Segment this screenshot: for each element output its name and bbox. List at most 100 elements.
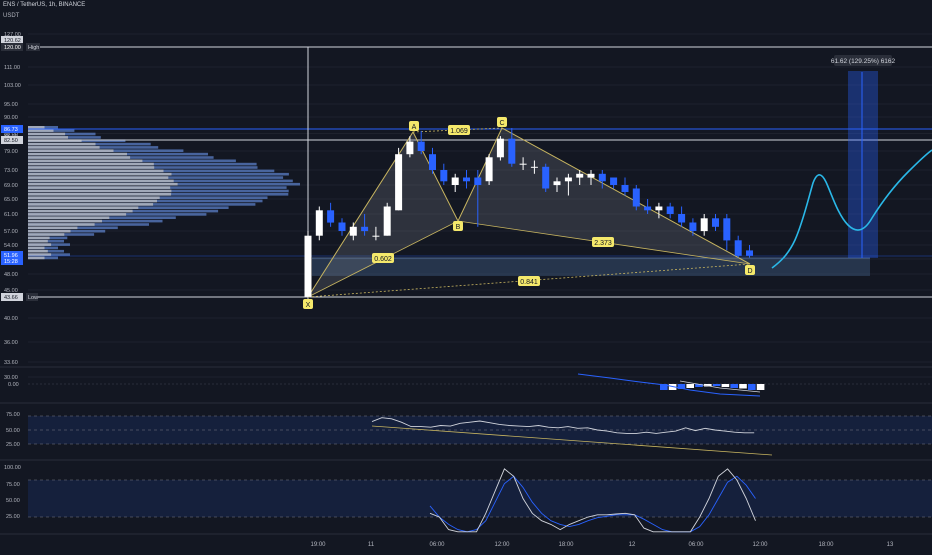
volume-profile-bar-inner: [28, 169, 164, 173]
candle-body[interactable]: [383, 206, 391, 236]
candle-body[interactable]: [361, 226, 369, 232]
candle-body[interactable]: [553, 181, 561, 186]
svg-text:C: C: [499, 120, 504, 127]
macd-bar: [704, 384, 712, 387]
volume-profile-bar-inner: [28, 149, 114, 152]
candle-body[interactable]: [644, 206, 652, 211]
rsi-pane[interactable]: [28, 415, 932, 456]
candle-body[interactable]: [530, 166, 538, 168]
volume-profile-bar-inner: [28, 216, 110, 219]
pattern-point-b: B: [453, 221, 463, 231]
candle-body[interactable]: [587, 173, 595, 178]
volume-profile-bar-inner: [28, 256, 45, 260]
svg-text:2.373: 2.373: [594, 240, 612, 247]
price-label: 73.00: [4, 168, 18, 174]
price-label: 33.60: [4, 360, 18, 366]
candle-body[interactable]: [474, 177, 482, 186]
candle-body[interactable]: [678, 214, 686, 223]
time-label: 19:00: [310, 542, 326, 548]
badge-120-00: [1, 43, 23, 51]
badge-43-66: [1, 293, 23, 301]
harmonic-pattern[interactable]: [307, 127, 751, 298]
candle-body[interactable]: [598, 173, 606, 182]
candle-body[interactable]: [632, 188, 640, 207]
price-label: 85.00: [4, 132, 18, 138]
candle-body[interactable]: [496, 138, 504, 158]
badge-120-00-text: 120.00: [4, 45, 21, 51]
macd-bar: [712, 384, 721, 386]
forecast-curve: [771, 149, 932, 269]
candle-body[interactable]: [395, 154, 403, 211]
candle-body[interactable]: [576, 173, 584, 178]
stochastic-pane[interactable]: [28, 468, 932, 533]
candles[interactable]: [304, 128, 754, 297]
target-box: [848, 71, 878, 258]
volume-profile-bar-inner: [28, 156, 131, 159]
price-label: 111.00: [4, 65, 20, 71]
candle-body[interactable]: [508, 138, 516, 164]
price-label: 95.00: [4, 102, 18, 108]
time-label: 18:00: [818, 542, 834, 548]
macd-bar: [730, 384, 738, 388]
volume-profile-bar-inner: [28, 206, 139, 209]
volume-profile-bar-inner: [28, 239, 48, 243]
candle-body[interactable]: [338, 222, 346, 232]
price-label: 54.00: [4, 243, 18, 249]
candle-body[interactable]: [519, 163, 527, 165]
candle-body[interactable]: [564, 177, 572, 182]
macd-bar: [660, 384, 668, 390]
price-axis[interactable]: ENS / TetherUS, 1h, BINANCE USDT 127.001…: [1, 2, 85, 520]
time-label: 06:00: [429, 542, 445, 548]
candle-body[interactable]: [746, 250, 753, 256]
macd-bar: [721, 384, 730, 387]
candle-body[interactable]: [542, 166, 550, 189]
candle-body[interactable]: [610, 177, 618, 186]
candle-body[interactable]: [712, 218, 719, 227]
candle-body[interactable]: [315, 210, 323, 236]
volume-profile-bar-inner: [28, 182, 178, 186]
volume-profile-bar-inner: [28, 223, 95, 226]
rsi-divergence-line: [371, 425, 773, 456]
volume-profile-bar-inner: [28, 139, 82, 142]
candle-body[interactable]: [655, 206, 663, 211]
rsi-axis-25: 25.00: [6, 442, 20, 448]
candle-body[interactable]: [689, 222, 697, 232]
time-axis[interactable]: 19:00 11 06:00 12:00 18:00 12 06:00 12:00 18:00 1…: [310, 542, 894, 548]
stoch-axis-75: 75.00: [6, 482, 20, 488]
time-label: 12:00: [752, 542, 768, 548]
ratio-xd-label: 0.841: [518, 276, 540, 286]
candle-body[interactable]: [463, 177, 470, 182]
candle-body[interactable]: [372, 235, 380, 237]
macd-bar: [677, 384, 686, 389]
candle-body[interactable]: [349, 226, 357, 236]
macd-pane[interactable]: [28, 373, 932, 397]
rsi-axis-75: 75.00: [6, 412, 20, 418]
candle-body[interactable]: [621, 185, 629, 192]
svg-text:D: D: [747, 268, 752, 275]
macd-bar: [695, 384, 703, 387]
candle-body[interactable]: [417, 141, 425, 151]
candle-body[interactable]: [406, 141, 414, 155]
time-label: 13: [887, 542, 894, 548]
candle-body[interactable]: [666, 206, 674, 215]
volume-profile-bar-inner: [28, 142, 96, 146]
target-projection[interactable]: 61.62 (129.25%) 6162: [831, 55, 896, 258]
candle-body[interactable]: [734, 240, 742, 256]
candle-body[interactable]: [429, 154, 436, 170]
candle-body[interactable]: [327, 210, 335, 223]
candle-body[interactable]: [700, 218, 708, 232]
target-tooltip: 61.62 (129.25%) 6162: [831, 58, 896, 65]
candle-body[interactable]: [304, 235, 312, 297]
volume-profile-bar-inner: [28, 236, 50, 240]
candle-body[interactable]: [723, 218, 731, 241]
volume-profile-bar-inner: [28, 199, 157, 203]
volume-profile-bar-inner: [28, 233, 65, 236]
price-label: 57.00: [4, 229, 18, 235]
candle-body[interactable]: [440, 170, 448, 182]
rsi-axis-50: 50.00: [6, 428, 20, 434]
candle-body[interactable]: [451, 177, 459, 186]
candle-body[interactable]: [485, 157, 493, 182]
volume-profile-bar-inner: [28, 193, 172, 196]
